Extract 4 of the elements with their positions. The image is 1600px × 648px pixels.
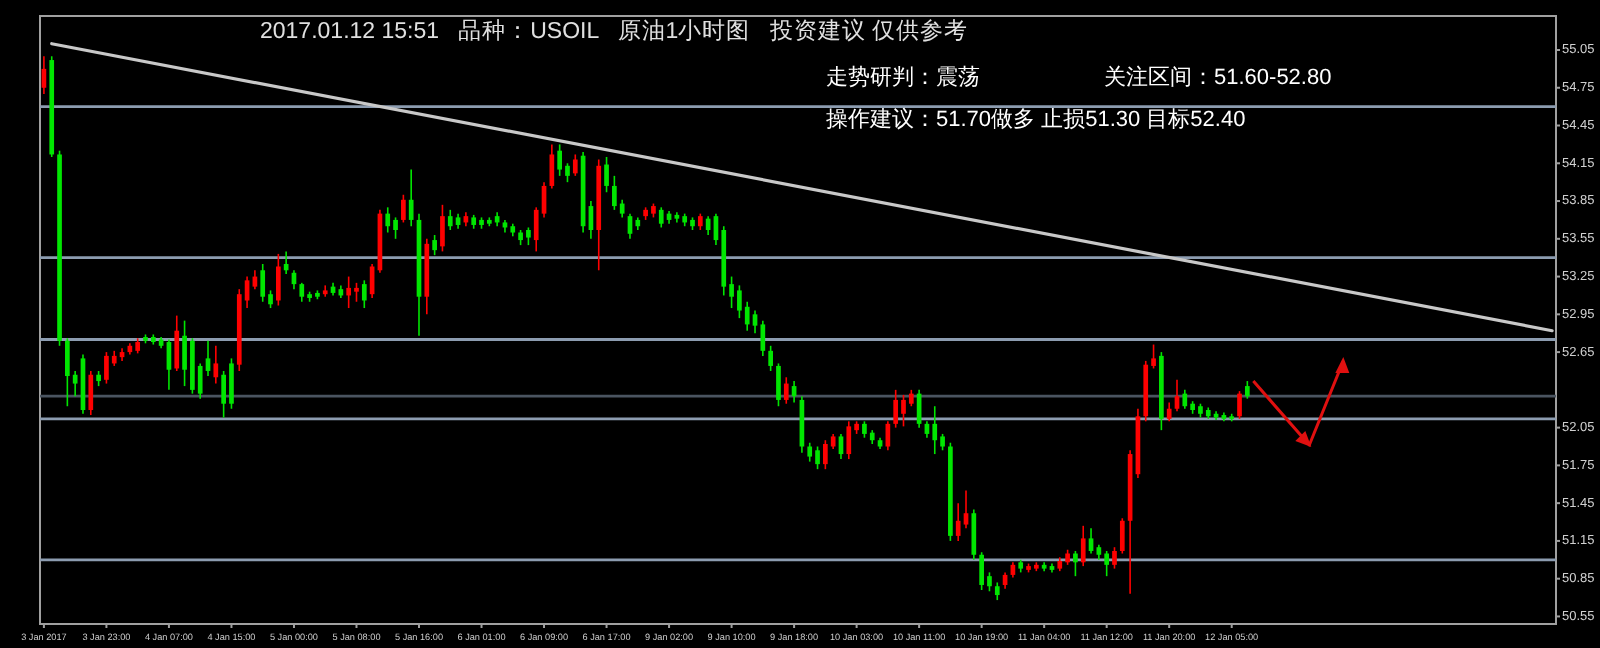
annotation: 操作建议：51.70做多 止损51.30 目标52.40 xyxy=(826,106,1246,132)
chart-title: 2017.01.12 15:51 品种：USOIL 原油1小时图 投资建议 仅供参考 xyxy=(260,16,968,44)
annotation: 关注区间：51.60-52.80 xyxy=(1104,64,1332,90)
annotation: 走势研判：震荡 xyxy=(826,64,980,90)
